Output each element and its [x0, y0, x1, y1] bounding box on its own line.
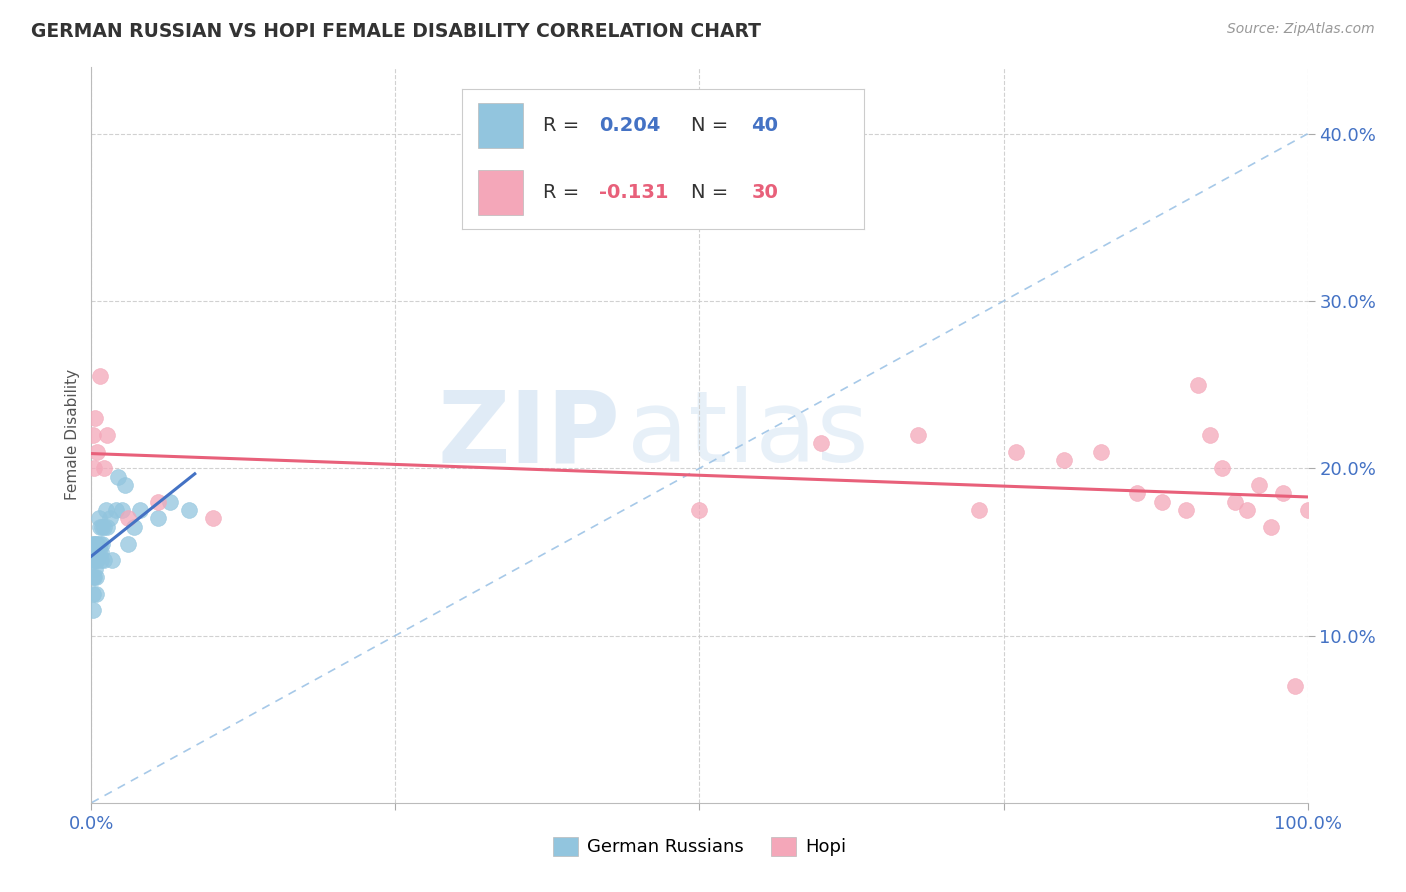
- Point: [89, 536, 111, 550]
- Point: [111, 503, 134, 517]
- Point: [1175, 503, 1198, 517]
- Point: [1004, 444, 1026, 458]
- Point: [87, 545, 110, 559]
- Point: [82, 603, 104, 617]
- Point: [91, 520, 114, 534]
- Point: [83, 536, 105, 550]
- Point: [1090, 444, 1112, 458]
- Point: [86, 444, 108, 458]
- Point: [98, 511, 121, 525]
- Point: [114, 478, 136, 492]
- Point: [84, 587, 107, 601]
- Point: [101, 553, 124, 567]
- Point: [94, 503, 117, 517]
- Point: [104, 503, 127, 517]
- Point: [1126, 486, 1149, 500]
- Point: [1223, 494, 1246, 508]
- Point: [122, 520, 145, 534]
- Point: [93, 520, 115, 534]
- Point: [688, 503, 710, 517]
- Point: [84, 553, 107, 567]
- Point: [96, 427, 118, 442]
- Point: [1260, 520, 1282, 534]
- Point: [107, 469, 129, 483]
- Point: [82, 587, 104, 601]
- Point: [83, 553, 105, 567]
- Point: [1211, 461, 1233, 475]
- Point: [1284, 679, 1306, 693]
- Point: [117, 536, 139, 550]
- Point: [1053, 453, 1076, 467]
- Text: ZIP: ZIP: [437, 386, 620, 483]
- Point: [810, 436, 832, 450]
- Point: [129, 503, 152, 517]
- Point: [89, 520, 111, 534]
- Point: [907, 427, 929, 442]
- Point: [84, 545, 107, 559]
- Point: [89, 369, 111, 384]
- Point: [1247, 478, 1270, 492]
- Point: [82, 536, 104, 550]
- Point: [1296, 503, 1319, 517]
- Point: [82, 427, 104, 442]
- Point: [1187, 377, 1209, 392]
- Point: [83, 461, 105, 475]
- Point: [87, 511, 110, 525]
- Point: [1199, 427, 1222, 442]
- Point: [1272, 486, 1295, 500]
- Point: [1236, 503, 1258, 517]
- Legend: German Russians, Hopi: German Russians, Hopi: [546, 830, 853, 863]
- Text: atlas: atlas: [627, 386, 868, 483]
- Point: [82, 553, 104, 567]
- Point: [93, 553, 115, 567]
- Point: [90, 553, 112, 567]
- Text: Source: ZipAtlas.com: Source: ZipAtlas.com: [1227, 22, 1375, 37]
- Point: [148, 494, 170, 508]
- Point: [84, 570, 107, 584]
- Point: [1150, 494, 1173, 508]
- Point: [90, 545, 112, 559]
- Point: [86, 553, 108, 567]
- Point: [148, 511, 170, 525]
- Point: [93, 461, 115, 475]
- Point: [84, 411, 107, 425]
- Point: [202, 511, 225, 525]
- Point: [84, 536, 107, 550]
- Point: [83, 570, 105, 584]
- Point: [177, 503, 200, 517]
- Point: [96, 520, 118, 534]
- Point: [159, 494, 181, 508]
- Y-axis label: Female Disability: Female Disability: [65, 369, 80, 500]
- Point: [967, 503, 990, 517]
- Point: [117, 511, 139, 525]
- Point: [91, 536, 114, 550]
- Text: GERMAN RUSSIAN VS HOPI FEMALE DISABILITY CORRELATION CHART: GERMAN RUSSIAN VS HOPI FEMALE DISABILITY…: [31, 22, 761, 41]
- Point: [84, 562, 107, 576]
- Point: [82, 570, 104, 584]
- Point: [86, 536, 108, 550]
